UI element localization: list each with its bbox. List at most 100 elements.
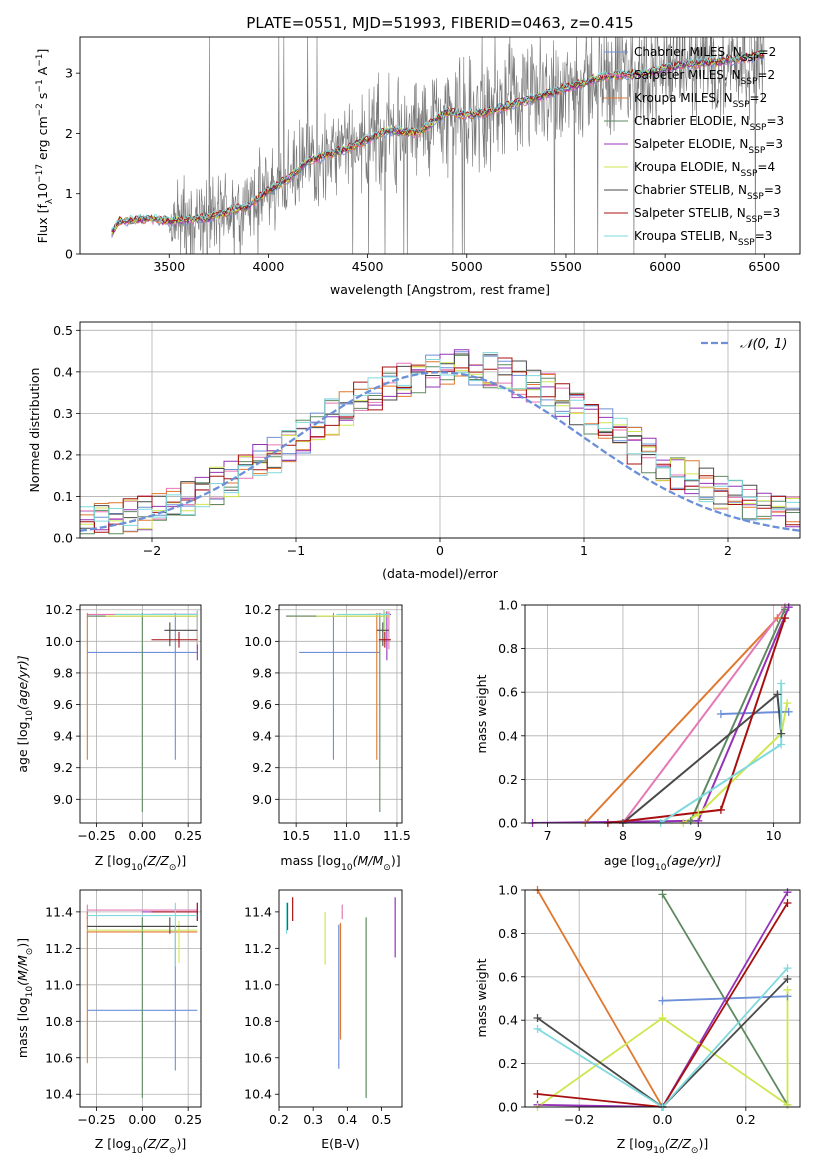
cross-kroupa-miles [286,612,389,760]
axes-frame [79,604,202,824]
x-axis-label: (data-model)/error [382,566,499,581]
cross-chabrier-miles [299,612,380,760]
x-tick-label: −2 [143,543,161,558]
y-axis-label: mass weight [474,958,489,1037]
x-tick-label: 0 [436,543,444,558]
mass-vs-z-panel: −0.25 0.00 0.25 10.4 10.6 10.8 11.0 11.2 11.4 Z [… [15,889,202,1156]
weight-marker [783,985,792,994]
y-tick-label: 0.6 [498,969,518,984]
weight-line-salpeter-stelib [537,902,789,1107]
x-axis-label: wavelength [Angstrom, rest frame] [330,282,550,297]
x-tick-label: 4500 [352,259,384,274]
y-tick-label: 9.6 [53,697,73,712]
x-tick-label: −0.2 [564,1112,594,1127]
cross-chabrier-stelib [87,917,198,934]
x-tick-label: 0.2 [736,1112,756,1127]
cross-kroupa-stelib [87,902,198,967]
weight-marker [784,707,793,716]
y-tick-label: 0 [65,247,73,262]
x-tick-label: −0.25 [77,828,115,843]
y-tick-label: 9.4 [252,729,272,744]
weight-marker [783,974,792,983]
weight-vs-age-panel: 7 8 9 10 0.0 0.2 0.4 0.6 0.8 1.0 age [log10(age/yr… [474,598,801,873]
weight-line-kroupa-stelib [537,967,789,1107]
y-tick-label: 0.0 [53,531,73,546]
x-tick-label: 11.5 [383,828,411,843]
residual-legend: 𝒩(0, 1) [701,337,787,352]
y-tick-label: 9.4 [53,729,73,744]
axes-frame [278,889,403,1108]
y-tick-label: 10.6 [244,1050,272,1065]
y-tick-label: 0.2 [53,447,73,462]
y-tick-label: 11.0 [244,977,272,992]
y-tick-label: 10.4 [244,1087,272,1102]
x-tick-label: 6500 [748,259,780,274]
mass-vs-ebv-panel: 0.2 0.3 0.4 0.5 10.4 10.6 10.8 11.0 11.2 11.4 E(B-… [244,889,403,1151]
y-tick-label: 0.6 [498,685,518,700]
y-tick-label: 11.4 [45,904,73,919]
y-tick-label: 10.2 [244,602,272,617]
y-tick-label: 1.0 [498,883,518,898]
spectrum-panel: 3500 4000 4500 5000 5500 6000 6500 0 1 2 3 Chabrier… [35,36,801,297]
y-axis-label: age [log10(age/yr)] [15,655,35,772]
weight-line-chabrier-stelib [536,978,789,1107]
plot-area [285,897,396,1098]
x-tick-label: 10.5 [282,828,310,843]
y-tick-label: 11.4 [244,904,272,919]
x-tick-label: 8 [619,828,627,843]
weight-line-chabrier-elodie [689,608,786,822]
y-tick-label: 1.0 [498,598,518,613]
axes-frame [79,36,801,255]
weight-marker [777,729,786,738]
plot-area [286,609,391,812]
y-tick-label: 0.0 [498,1100,518,1115]
y-tick-label: 11.2 [45,941,73,956]
y-tick-label: 0.3 [53,406,73,421]
weight-marker [773,614,782,623]
y-tick-label: 10.6 [45,1050,73,1065]
x-tick-label: −1 [287,543,305,558]
x-axis-label: age [log10(age/yr)] [604,853,721,873]
cross-chabrier-stelib [164,622,198,647]
cross-salpeter-elodie [151,611,198,661]
y-tick-label: 10.4 [45,1087,73,1102]
model-spectrum-kroupa-stelib [111,49,765,231]
x-axis-label: Z [log10(Z/Z⊙)] [617,1136,708,1156]
weight-marker [716,805,725,814]
y-tick-label: 1 [65,186,73,201]
spectrum-legend: Chabrier MILES, NSSP=2 Salpeter MILES, NS… [604,45,784,248]
y-axis-label: Normed distribution [27,368,42,493]
y-tick-label: 9.0 [252,792,272,807]
weight-marker [694,810,703,819]
x-tick-label: 10 [766,828,782,843]
y-tick-label: 9.2 [252,760,272,775]
x-tick-label: 0.2 [269,1112,289,1127]
legend-entry: 𝒩(0, 1) [740,337,787,352]
weight-marker [783,1100,792,1109]
weight-marker [783,899,792,908]
x-tick-label: 7 [544,828,552,843]
y-axis-label: mass weight [474,674,489,753]
y-tick-label: 10.0 [244,634,272,649]
weight-vs-z-panel: −0.2 0.0 0.2 0.0 0.2 0.4 0.6 0.8 1.0 Z [log10(Z/Z… [474,883,801,1156]
x-axis-label: Z [log10(Z/Z⊙)] [95,1136,186,1156]
weight-marker [777,679,786,688]
plot-area [532,606,790,823]
y-tick-label: 3 [65,66,73,81]
x-tick-label: −0.25 [77,1112,115,1127]
cross-salpeter-stelib [378,631,391,648]
weight-marker [533,1089,542,1098]
x-tick-label: 3500 [153,259,185,274]
cross-chabrier-stelib [376,622,389,647]
y-tick-label: 10.0 [45,634,73,649]
y-tick-label: 0.1 [53,489,73,504]
cross-kroupa-elodie [87,921,198,963]
cross-chabrier-elodie [286,612,385,812]
legend-entry: Kroupa STELIB, NSSP=3 [634,229,772,248]
x-tick-label: 9 [694,828,702,843]
legend-entry: Salpeter ELODIE, NSSP=3 [634,137,783,156]
legend-entry: Kroupa ELODIE, NSSP=4 [634,160,775,179]
y-axis-label: Flux [fλ10−17 erg cm−2 s−1 A−1] [35,49,55,244]
y-tick-label: 0.4 [498,1013,518,1028]
x-tick-label: 0.5 [372,1112,392,1127]
